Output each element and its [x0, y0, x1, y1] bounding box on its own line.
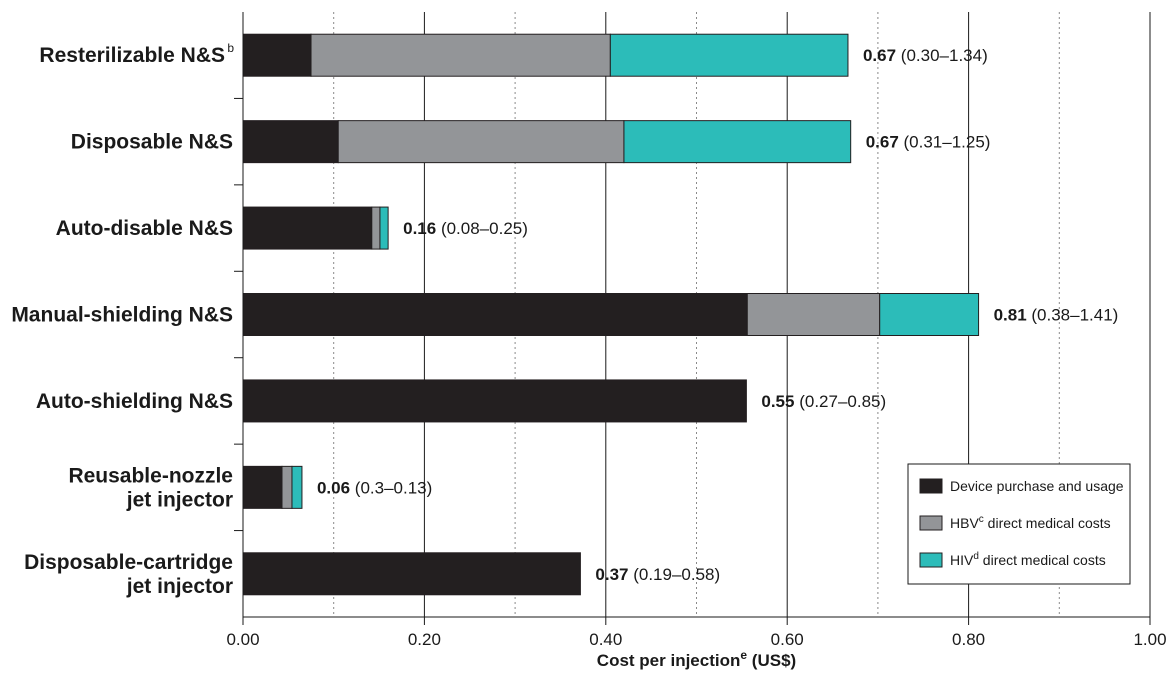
- x-tick-label: 1.00: [1133, 630, 1166, 649]
- legend-entry: Device purchase and usage: [950, 478, 1124, 494]
- bar-segment: [879, 293, 980, 336]
- category-label: jet injector: [126, 488, 233, 511]
- bar-segment: [371, 206, 381, 250]
- total-label: 0.37 (0.19–0.58): [595, 565, 720, 584]
- bar-segment: [242, 552, 581, 596]
- legend-swatch: [919, 515, 943, 531]
- x-tick-label: 0.80: [952, 630, 985, 649]
- x-axis-title: Cost per injectione (US$): [597, 648, 796, 670]
- total-label: 0.67 (0.31–1.25): [866, 133, 991, 152]
- legend-swatch: [919, 552, 943, 568]
- bar-segment: [281, 465, 293, 509]
- bar-segment: [746, 293, 881, 336]
- category-label: Disposable N&S: [71, 131, 233, 154]
- x-tick-label: 0.00: [226, 630, 259, 649]
- labels: 0.67 (0.30–1.34) Resterilizable N&S b 0.67 …: [11, 41, 1166, 670]
- bars: [242, 33, 980, 596]
- x-tick-label: 0.40: [589, 630, 622, 649]
- bar-segment: [242, 120, 339, 164]
- x-tick-label: 0.20: [408, 630, 441, 649]
- category-superscript: b: [227, 41, 234, 55]
- category-label: Manual-shielding N&S: [11, 304, 233, 327]
- bar-segment: [379, 206, 389, 250]
- legend-swatch: [919, 478, 943, 494]
- legend-entry: HBVc direct medical costs: [950, 514, 1111, 531]
- total-label: 0.06 (0.3–0.13): [317, 478, 432, 497]
- bar-segment: [291, 465, 303, 509]
- category-label: Reusable-nozzle: [68, 464, 233, 487]
- total-label: 0.55 (0.27–0.85): [761, 392, 886, 411]
- bar-segment: [623, 120, 852, 164]
- total-label: 0.16 (0.08–0.25): [403, 219, 528, 238]
- category-label: Resterilizable N&S: [39, 44, 225, 67]
- category-label: Auto-disable N&S: [56, 217, 233, 240]
- bar-segment: [242, 293, 748, 336]
- x-tick-label: 0.60: [771, 630, 804, 649]
- bar-segment: [337, 120, 625, 164]
- axes: [234, 12, 1151, 625]
- bar-segment: [242, 33, 312, 77]
- category-label: Disposable-cartridge: [24, 551, 233, 574]
- bar-segment: [242, 379, 747, 423]
- legend-box: [907, 463, 1131, 585]
- legend: Device purchase and usage HBVc direct med…: [907, 463, 1131, 585]
- category-label: jet injector: [126, 575, 233, 598]
- total-label: 0.67 (0.30–1.34): [863, 46, 988, 65]
- bar-segment: [310, 33, 611, 77]
- bar-segment: [242, 465, 283, 509]
- total-label: 0.81 (0.38–1.41): [994, 306, 1119, 325]
- bar-segment: [609, 33, 849, 77]
- bar-segment: [242, 206, 373, 250]
- category-label: Auto-shielding N&S: [36, 390, 233, 413]
- legend-entry: HIVd direct medical costs: [950, 551, 1106, 568]
